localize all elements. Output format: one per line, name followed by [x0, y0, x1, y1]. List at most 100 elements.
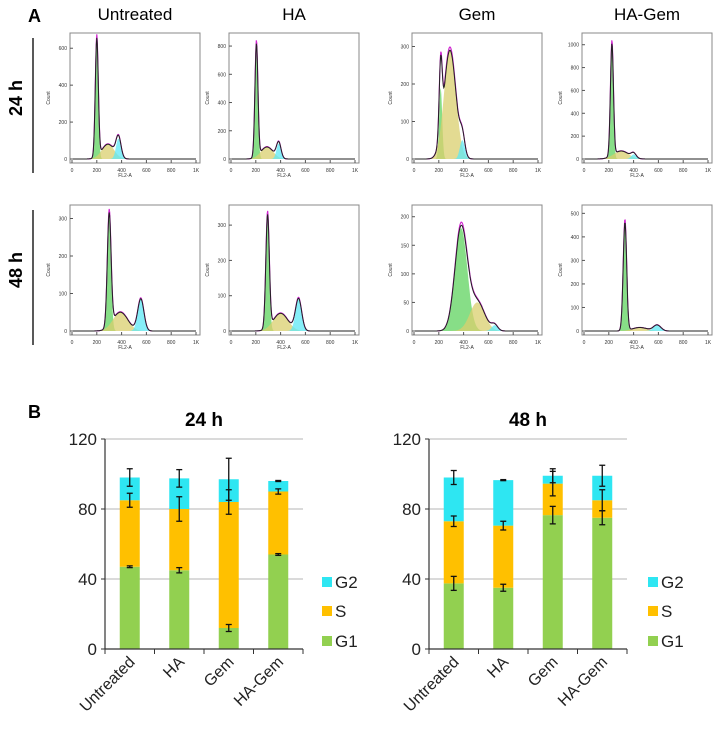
y-tick-label: 0	[223, 329, 226, 335]
x-tick-label: 800	[326, 168, 335, 174]
y-axis-label: Count	[558, 263, 564, 277]
histogram-panel: 0 50 100 150 200 0 200 400 600 800 1K FL2-A Count	[388, 204, 543, 351]
legend-label-s: S	[661, 602, 672, 621]
bar-g2	[268, 481, 289, 492]
x-tick-label: 400	[459, 168, 468, 174]
plot-frame	[69, 204, 201, 336]
chart-title: 24 h	[185, 410, 223, 431]
y-tick-label: 0	[576, 157, 579, 163]
y-tick-label: 120	[69, 430, 97, 449]
plot-frame	[411, 32, 543, 164]
y-axis-label: Count	[558, 91, 564, 105]
legend-swatch-s	[322, 606, 332, 616]
histogram-panel: 0 200 400 600 800 0 200 400 600 800 1K FL2-A Count	[205, 32, 360, 179]
y-tick-label: 400	[571, 111, 580, 117]
x-tick-label: 600	[142, 168, 151, 174]
y-tick-label: 400	[571, 235, 580, 241]
column-title: Untreated	[98, 5, 173, 24]
x-axis-label: FL2-A	[277, 173, 291, 179]
y-axis-label: Count	[46, 91, 52, 105]
y-axis-label: Count	[388, 263, 394, 277]
y-tick-label: 200	[218, 258, 227, 264]
x-tick-label: 400	[276, 168, 285, 174]
legend-label-g1: G1	[335, 632, 358, 651]
legend-label-g2: G2	[661, 573, 684, 592]
bar-g2	[119, 477, 140, 501]
bar-g1	[542, 515, 563, 649]
legend: G1 S G2	[648, 573, 684, 651]
category-label: HA	[484, 654, 512, 682]
y-tick-label: 80	[78, 500, 97, 519]
x-tick-label: 1K	[535, 340, 542, 346]
y-tick-label: 100	[401, 272, 410, 278]
bar-g1	[119, 566, 140, 649]
y-tick-label: 100	[571, 305, 580, 311]
category-label: HA-Gem	[231, 654, 287, 710]
bar-g1	[443, 583, 464, 649]
error-bar-g1	[450, 575, 457, 592]
x-axis-label: FL2-A	[460, 345, 474, 351]
category-label: Untreated	[401, 654, 463, 716]
y-axis-label: Count	[205, 263, 211, 277]
error-bar-g2	[599, 464, 606, 487]
bar-g1	[169, 570, 190, 649]
x-tick-label: 0	[71, 168, 74, 174]
model-fit-line	[414, 224, 538, 332]
histogram-panel: 0 200 400 600 0 200 400 600 800 1K FL2-A Count	[46, 32, 201, 179]
x-tick-label: 800	[509, 340, 518, 346]
error-bar-g2	[275, 479, 282, 483]
x-tick-label: 200	[435, 168, 444, 174]
bar-g1	[218, 628, 239, 649]
column-title: HA	[282, 5, 306, 24]
x-axis-label: FL2-A	[277, 345, 291, 351]
histogram-panel: 0 200 400 600 800 1000 0 200 400 600 800 1K FL2-A Cou…	[558, 32, 713, 179]
y-tick-label: 40	[402, 570, 421, 589]
y-tick-label: 600	[571, 88, 580, 94]
component-s-area	[72, 144, 196, 159]
y-tick-label: 800	[218, 44, 227, 50]
model-fit-line	[72, 37, 196, 160]
x-tick-label: 800	[509, 168, 518, 174]
model-fit-line	[584, 43, 708, 160]
x-axis-label: FL2-A	[460, 173, 474, 179]
error-bar-s	[126, 492, 133, 508]
histogram-panel: 0 100 200 300 0 200 400 600 800 1K FL2-A Count	[46, 204, 201, 351]
x-tick-label: 200	[252, 340, 261, 346]
error-bar-g2	[225, 457, 232, 501]
legend-label-s: S	[335, 602, 346, 621]
x-tick-label: 600	[484, 340, 493, 346]
x-tick-label: 600	[654, 168, 663, 174]
x-tick-label: 1K	[535, 168, 542, 174]
error-bar-s	[500, 520, 507, 531]
component-s-area	[584, 327, 708, 331]
panel-label-b: B	[28, 402, 41, 422]
x-tick-label: 400	[459, 340, 468, 346]
y-tick-label: 300	[59, 217, 68, 223]
x-tick-label: 800	[679, 340, 688, 346]
x-tick-label: 200	[605, 168, 614, 174]
x-tick-label: 1K	[193, 340, 200, 346]
column-title: HA-Gem	[614, 5, 680, 24]
y-tick-label: 200	[571, 134, 580, 140]
y-tick-label: 0	[88, 640, 97, 659]
component-g1-area	[72, 40, 196, 159]
error-bar-g2	[126, 468, 133, 487]
row-label: 24 h	[6, 80, 26, 116]
component-s-area	[414, 50, 538, 159]
bar-s	[493, 525, 514, 588]
bar-g2	[493, 480, 514, 526]
category-label: Untreated	[77, 654, 139, 716]
error-bar-s	[275, 488, 282, 495]
x-axis-label: FL2-A	[118, 345, 132, 351]
y-tick-label: 0	[64, 329, 67, 335]
x-tick-label: 600	[301, 340, 310, 346]
x-tick-label: 400	[117, 340, 126, 346]
x-tick-label: 600	[142, 340, 151, 346]
y-tick-label: 0	[406, 157, 409, 163]
y-tick-label: 150	[401, 243, 410, 249]
x-tick-label: 800	[326, 340, 335, 346]
x-tick-label: 0	[583, 340, 586, 346]
plot-frame	[581, 32, 713, 164]
